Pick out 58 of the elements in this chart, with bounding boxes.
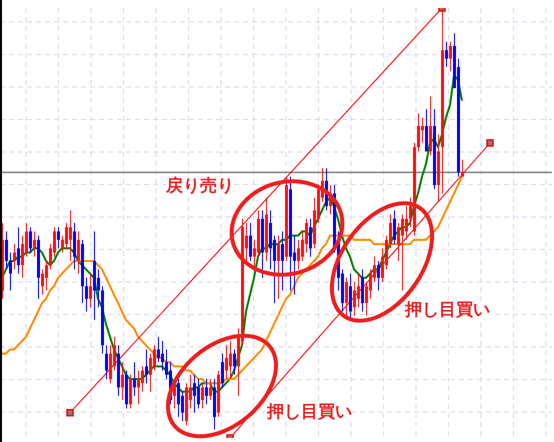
candlestick [297, 239, 300, 270]
candlestick [461, 159, 464, 178]
candlestick [233, 348, 236, 376]
candlestick [393, 210, 396, 245]
candlestick [193, 374, 196, 414]
candlestick [161, 340, 164, 372]
candlestick [281, 230, 284, 291]
candlestick [405, 206, 408, 240]
candlestick [45, 260, 48, 291]
candlestick [157, 336, 160, 363]
candlestick [345, 277, 348, 316]
candlestick [401, 214, 404, 291]
candlestick [105, 344, 108, 380]
candlestick [249, 222, 252, 262]
candlestick [77, 230, 80, 274]
annotation: 押し目買い [267, 402, 352, 422]
candlestick [153, 344, 156, 372]
annotation: 押し目買い [405, 300, 490, 320]
candlestick [149, 353, 152, 392]
candlestick [137, 370, 140, 405]
candlestick [221, 353, 224, 388]
candlestick [85, 277, 88, 312]
annotation: 戻り売り [166, 176, 234, 196]
candlestick [449, 41, 452, 72]
candlestick [69, 210, 72, 262]
candlestick [225, 344, 228, 380]
candlestick [197, 378, 200, 409]
candlestick [417, 112, 420, 152]
candlestick [57, 226, 60, 249]
candlestick [29, 226, 32, 254]
candlestick [89, 273, 92, 308]
candlestick [229, 340, 232, 380]
candlestick [353, 282, 356, 316]
candlestick [13, 244, 16, 270]
candlestick [277, 235, 280, 300]
candlestick [357, 273, 360, 308]
candlestick [133, 362, 136, 396]
candlestick [209, 378, 212, 401]
candlestick [445, 41, 448, 68]
candlestick [141, 366, 144, 392]
candlestick [201, 382, 204, 409]
candlestick [121, 362, 124, 401]
candlestick [5, 230, 8, 270]
candlestick [369, 268, 372, 300]
candlestick [397, 222, 400, 262]
candlestick [17, 226, 20, 274]
candlestick [309, 218, 312, 258]
candlestick [9, 252, 12, 291]
candlestick [145, 348, 148, 384]
candlestick [421, 117, 424, 144]
candlestick [33, 230, 36, 258]
candlestick [305, 218, 308, 254]
candlestick [21, 235, 24, 278]
candlestick [377, 260, 380, 291]
candlestick [41, 268, 44, 296]
candlestick [65, 222, 68, 249]
candlestick [205, 378, 208, 405]
candlestick [177, 378, 180, 418]
